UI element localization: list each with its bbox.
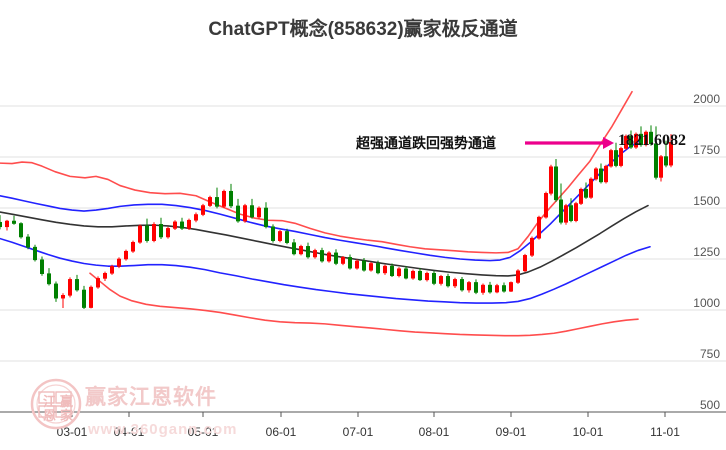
watermark-logo-char-3: 家: [59, 408, 73, 423]
y-axis-tick-1500: 1500: [693, 194, 720, 208]
watermark-logo-char-2: 恩: [42, 408, 56, 423]
x-axis-tick-11-01: 11-01: [650, 425, 680, 439]
y-axis-tick-1000: 1000: [693, 296, 720, 310]
channel-bands: [0, 90, 651, 337]
x-axis-tick-03-01: 03-01: [56, 425, 88, 439]
x-axis-tick-10-01: 10-01: [572, 425, 604, 439]
x-axis: [0, 411, 726, 417]
y-axis-tick-2000: 2000: [693, 92, 720, 106]
x-axis-tick-06-01: 06-01: [265, 425, 297, 439]
y-axis-tick-1250: 1250: [693, 245, 720, 259]
annotation-label: 超强通道跌回强势通道: [356, 135, 496, 151]
y-axis-tick-500: 500: [699, 398, 720, 412]
x-axis-tick-05-01: 05-01: [187, 425, 219, 439]
x-axis-tick-04-01: 04-01: [113, 425, 145, 439]
x-axis-tick-09-01: 09-01: [495, 425, 527, 439]
y-axis-tick-750: 750: [699, 347, 720, 361]
last-price-label: 1821.6082: [618, 132, 686, 149]
page-title: ChatGPT概念(858632)赢家极反通道: [208, 19, 518, 40]
watermark-brand: 赢家江恩软件: [85, 386, 217, 409]
annotation-arrow: [525, 137, 614, 149]
y-axis-tick-1750: 1750: [693, 143, 720, 157]
watermark-url: www.360gann.com: [88, 421, 238, 438]
watermark-logo-char-0: 江: [42, 394, 56, 409]
candlestick-series: [0, 125, 673, 309]
watermark-logo-char-1: 赢: [59, 394, 73, 409]
watermark-logo-icon: 江 赢 恩 家: [30, 378, 82, 430]
x-axis-tick-08-01: 08-01: [418, 425, 450, 439]
x-axis-tick-07-01: 07-01: [342, 425, 374, 439]
